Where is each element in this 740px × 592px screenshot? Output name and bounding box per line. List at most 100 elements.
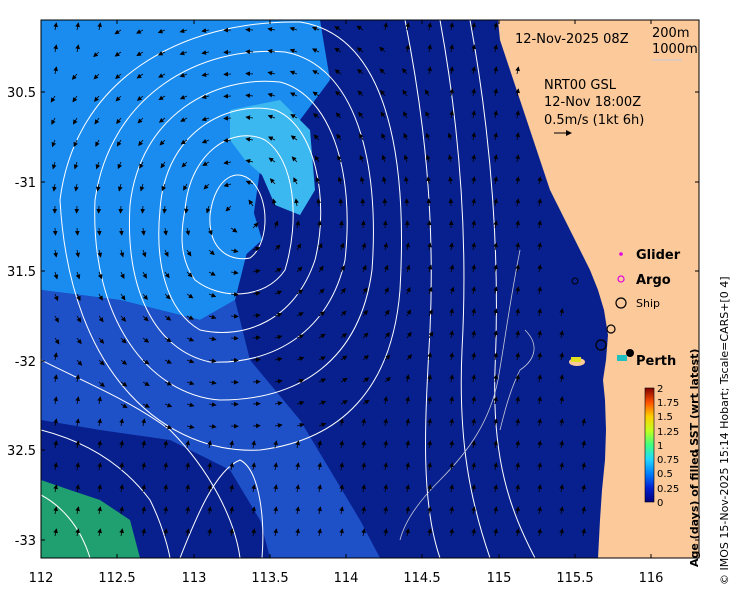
current-vector-arrow (515, 418, 520, 427)
current-vector-arrow (185, 528, 190, 537)
current-vector-arrow (471, 440, 476, 449)
current-vector-arrow (317, 506, 322, 515)
current-vector-arrow (116, 117, 122, 125)
current-vector-arrow (95, 161, 101, 170)
current-vector-arrow (51, 117, 56, 125)
current-vector-arrow (76, 337, 82, 345)
current-vector-arrow (295, 506, 300, 515)
colorbar-tick: 0.25 (657, 484, 679, 495)
current-vector-arrow (73, 139, 78, 148)
current-vector-arrow (252, 268, 261, 274)
current-vector-arrow (98, 293, 103, 301)
current-vector-arrow (230, 248, 239, 254)
current-vector-arrow (245, 49, 254, 55)
current-vector-arrow (252, 335, 261, 341)
current-vector-arrow (471, 22, 476, 31)
current-vector-arrow (384, 354, 391, 361)
colorbar-tick: 0.75 (657, 455, 679, 466)
current-vector-arrow (185, 484, 190, 493)
current-vector-arrow (179, 94, 188, 100)
current-vector-arrow (295, 440, 300, 449)
current-vectors (50, 22, 586, 537)
current-vector-arrow (252, 379, 261, 385)
current-vector-arrow (471, 176, 476, 185)
ocean-aged-patch (230, 100, 315, 215)
current-vector-arrow (405, 462, 410, 471)
current-vector-arrow (493, 22, 498, 31)
current-vector-arrow (493, 44, 498, 53)
current-vector-arrow (179, 72, 188, 78)
current-vector-arrow (295, 462, 300, 471)
current-vector-arrow (427, 418, 432, 427)
current-vector-arrow (53, 528, 58, 537)
current-vector-arrow (95, 139, 100, 147)
current-vector-arrow (471, 308, 476, 317)
current-vector-arrow (230, 335, 239, 341)
current-vector-arrow (426, 220, 432, 229)
current-vector-arrow (318, 265, 324, 273)
current-vector-arrow (245, 27, 254, 33)
current-vector-arrow (274, 312, 283, 318)
current-vector-arrow (74, 227, 80, 236)
current-vector-arrow (94, 117, 100, 125)
current-vector-arrow (493, 352, 498, 361)
current-vector-arrow (208, 336, 217, 342)
current-vector-arrow (427, 242, 432, 251)
current-vector-arrow (162, 205, 168, 214)
current-vector-arrow (290, 114, 298, 119)
current-vector-arrow (163, 484, 168, 493)
current-vector-arrow (245, 158, 254, 164)
current-vector-arrow (271, 198, 277, 207)
current-vector-arrow (115, 95, 122, 102)
current-vector-arrow (515, 66, 520, 75)
current-vector-arrow (427, 22, 432, 31)
current-vector-arrow (357, 90, 364, 97)
current-vector-arrow (230, 270, 239, 275)
current-vector-arrow (269, 178, 276, 185)
current-vector-arrow (137, 117, 144, 124)
current-vector-arrow (493, 330, 498, 339)
current-vector-arrow (317, 440, 322, 449)
current-vector-arrow (379, 46, 386, 53)
current-vector-arrow (471, 110, 476, 119)
current-vector-arrow (471, 242, 476, 251)
current-vector-arrow (537, 286, 542, 295)
current-vector-arrow (185, 440, 190, 449)
current-vector-arrow (493, 198, 498, 207)
current-vector-arrow (98, 381, 105, 388)
current-vector-arrow (251, 528, 256, 537)
y-tick-label: -31 (15, 176, 36, 191)
current-vector-arrow (339, 418, 344, 427)
current-vector-arrow (581, 506, 586, 515)
current-vector-arrow (381, 154, 387, 163)
current-vector-arrow (383, 528, 388, 537)
current-vector-arrow (164, 381, 173, 386)
current-vector-arrow (493, 66, 498, 75)
current-vector-arrow (405, 242, 410, 251)
current-vector-arrow (53, 440, 58, 449)
current-vector-arrow (245, 180, 254, 186)
current-vector-arrow (289, 48, 298, 54)
current-vector-arrow (559, 506, 564, 515)
current-vector-arrow (71, 73, 78, 80)
current-vector-arrow (186, 315, 194, 320)
current-vector-arrow (268, 157, 276, 163)
current-vector-arrow (449, 242, 454, 251)
current-vector-arrow (515, 462, 520, 471)
current-vector-arrow (318, 333, 326, 339)
current-vector-arrow (359, 176, 365, 185)
current-vector-arrow (157, 51, 166, 56)
current-vector-arrow (136, 51, 144, 57)
current-vector-arrow (312, 113, 320, 119)
current-vector-arrow (362, 354, 369, 361)
current-vector-arrow (449, 88, 454, 97)
current-vector-arrow (403, 111, 408, 119)
current-vector-arrow (311, 48, 320, 53)
current-vector-arrow (425, 154, 431, 163)
current-product-label: NRT00 GSL (544, 78, 617, 93)
current-vector-arrow (96, 227, 102, 236)
current-vector-arrow (183, 183, 188, 191)
current-vector-arrow (358, 111, 364, 119)
current-vector-arrow (493, 484, 498, 493)
current-vector-arrow (493, 418, 498, 427)
